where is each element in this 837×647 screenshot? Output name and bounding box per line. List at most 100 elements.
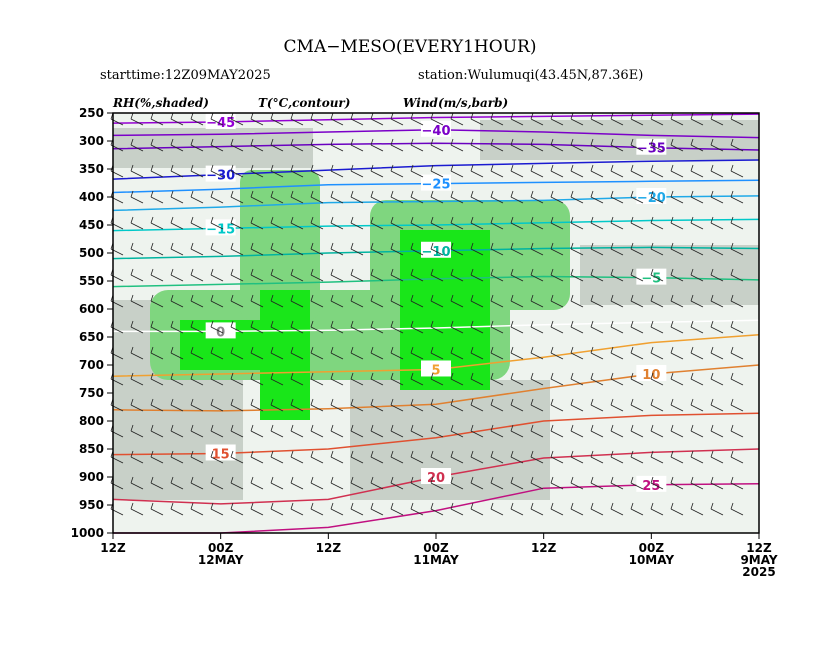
wind-barb-flag [450,502,454,510]
wind-barb-flag [250,476,254,484]
wind-barb [190,196,204,204]
wind-barb [450,300,464,308]
wind-barb-flag [630,164,634,172]
wind-barb-flag [190,112,194,120]
wind-barb [470,404,484,412]
wind-barb-flag [610,450,614,458]
wind-barb [530,326,544,334]
wind-barb-flag [670,502,674,510]
wind-barb-flag [310,398,314,406]
wind-barb [370,378,384,386]
wind-barb-flag [490,164,494,172]
wind-barb [730,352,744,360]
wind-barb [190,274,204,282]
wind-barb [350,430,364,438]
wind-barb-flag [550,372,554,380]
wind-barb-flag [690,476,694,484]
wind-barb [610,508,624,516]
wind-barb-flag [650,294,654,302]
wind-barb-flag [550,164,554,172]
wind-barb-flag [710,450,714,458]
wind-barb-flag [710,372,714,380]
wind-barb [330,144,344,152]
wind-barb-flag [250,372,254,380]
contour-label-bg [421,468,451,484]
wind-barb [430,326,444,334]
wind-barb [290,456,304,464]
wind-barb-flag [570,476,574,484]
wind-barb [570,170,584,178]
y-tick-label: 800 [79,414,104,428]
wind-barb-flag [710,242,714,250]
wind-barb [670,430,684,438]
wind-barb [270,404,284,412]
wind-barb-flag [710,138,714,146]
wind-barb-flag [290,294,294,302]
wind-barb-flag [730,164,734,172]
wind-barb-flag [190,476,194,484]
wind-barbs [110,112,744,516]
wind-barb [290,326,304,334]
wind-barb-flag [130,320,134,328]
wind-barb-flag [490,346,494,354]
wind-barb [570,378,584,386]
wind-barb [230,144,244,152]
wind-barb [550,378,564,386]
contour-label-bg [421,360,451,377]
wind-barb-flag [350,190,354,198]
wind-barb [130,274,144,282]
wind-barb [190,326,204,334]
wind-barb-flag [210,190,214,198]
wind-barb-flag [730,476,734,484]
wind-barb [650,118,664,126]
wind-barb-flag [630,242,634,250]
wind-barb [530,144,544,152]
wind-barb-flag [350,450,354,458]
wind-barb [390,508,404,516]
wind-barb [150,378,164,386]
wind-barb-flag [550,398,554,406]
wind-barb [390,352,404,360]
wind-barb [570,300,584,308]
wind-barb-flag [530,138,534,146]
wind-barb [570,326,584,334]
wind-barb [230,170,244,178]
wind-barb-flag [330,138,334,146]
wind-barb [230,352,244,360]
wind-barb-flag [230,372,234,380]
wind-barb [450,430,464,438]
wind-barb-flag [210,268,214,276]
wind-barb-flag [230,294,234,302]
wind-barb [370,144,384,152]
wind-barb-flag [170,138,174,146]
wind-barb [670,274,684,282]
wind-barb [710,508,724,516]
wind-barb-flag [670,424,674,432]
wind-barb [510,508,524,516]
wind-barb-flag [490,112,494,120]
wind-barb [510,170,524,178]
wind-barb [290,430,304,438]
wind-barb-flag [310,190,314,198]
wind-barb-flag [710,216,714,224]
wind-barb [190,404,204,412]
wind-barb-flag [590,502,594,510]
wind-barb [450,118,464,126]
wind-barb [270,456,284,464]
wind-barb-flag [550,320,554,328]
wind-barb-flag [410,450,414,458]
wind-barb-flag [250,190,254,198]
wind-barb-flag [190,138,194,146]
wind-barb-flag [170,398,174,406]
wind-barb-flag [570,164,574,172]
wind-barb [410,378,424,386]
wind-barb-flag [530,112,534,120]
wind-barb [230,118,244,126]
contour-label-bg [421,241,451,258]
wind-barb [390,274,404,282]
wind-barb [670,378,684,386]
wind-barb [330,300,344,308]
wind-barb-flag [610,372,614,380]
wind-barb [390,170,404,178]
wind-barb [270,248,284,256]
